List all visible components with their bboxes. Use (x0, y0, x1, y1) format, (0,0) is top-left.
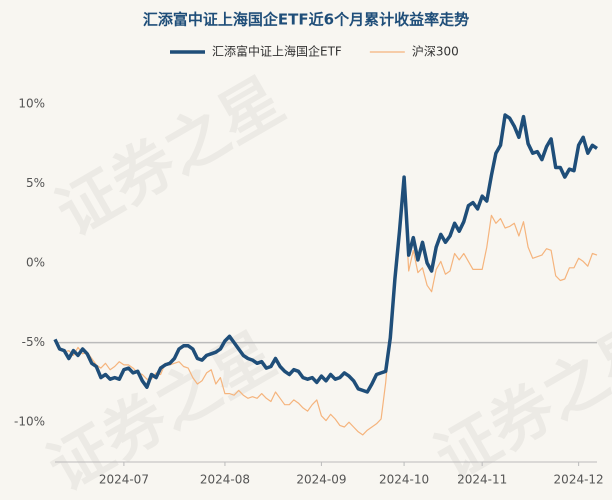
y-tick-label: -5% (22, 335, 45, 349)
y-tick-label: 10% (18, 96, 45, 110)
y-tick-label: 0% (26, 256, 45, 270)
y-tick-label: -10% (14, 415, 45, 429)
x-tick-label: 2024-10 (379, 473, 429, 487)
series-line (53, 113, 598, 394)
x-tick-label: 2024-12 (554, 473, 604, 487)
y-tick-label: 5% (26, 176, 45, 190)
chart-title: 汇添富中证上海国企ETF近6个月累计收益率走势 (143, 11, 469, 29)
x-tick-label: 2024-08 (200, 473, 250, 487)
x-tick-label: 2024-07 (99, 473, 149, 487)
x-tick-label: 2024-09 (296, 473, 346, 487)
series-line (54, 189, 598, 436)
legend-label: 沪深300 (412, 45, 459, 59)
legend-label: 汇添富中证上海国企ETF (212, 44, 342, 59)
x-tick-label: 2024-11 (457, 473, 507, 487)
